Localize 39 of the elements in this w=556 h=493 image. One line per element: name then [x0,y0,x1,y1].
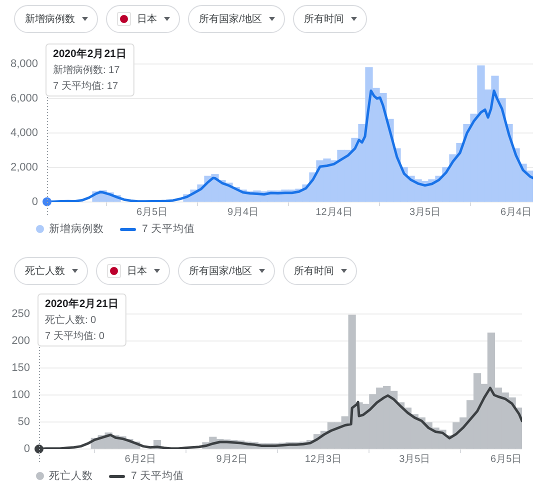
annotation: 新增病例数: 17 [53,64,120,76]
dropdown[interactable]: 死亡人数 [14,257,88,285]
y-tick-label: 150 [12,362,30,374]
y-tick-label: 100 [12,389,30,402]
x-tick-label: 12月3日 [304,454,342,465]
text: 2020年2月21日 [45,296,119,310]
dropdown[interactable]: 日本 [96,257,170,285]
dropdown[interactable]: 所有国家/地区 [188,5,285,33]
x-tick-label: 6月4日 [500,206,532,218]
x-tick-label: 6月5日 [136,206,168,218]
x-tick-label: 3月5日 [409,206,441,218]
annotation: 7 天平均值: 17 [53,80,118,92]
dropdown[interactable]: 所有时间 [282,257,357,285]
x-tick-label: 6月5日 [490,454,522,465]
annotation: 7 天平均值: 0 [45,330,105,342]
dropdown[interactable]: 所有时间 [292,5,367,33]
x-tick-label: 9月4日 [227,206,259,218]
y-tick-label: 6,000 [10,92,38,105]
legend-label: 新增病例数 [49,222,104,236]
y-tick-label: 50 [18,416,30,428]
x-tick-label: 9月2日 [216,454,248,465]
dropdown[interactable]: 新增病例数 [14,5,98,33]
y-tick-label: 2,000 [10,162,38,174]
y-tick-label: 0 [32,196,38,208]
y-tick-label: 8,000 [10,58,38,70]
y-tick-label: 4,000 [10,127,38,140]
x-tick-label: 6月2日 [124,454,156,465]
x-tick-label: 3月5日 [399,454,430,465]
dropdown[interactable]: 所有国家/地区 [178,257,275,285]
annotation: 死亡人数: 0 [45,314,97,326]
legend-label: 7 天平均值 [142,222,195,236]
dropdown[interactable]: 日本 [106,5,180,33]
legend-label: 7 天平均值 [131,469,184,483]
y-tick-label: 200 [12,335,30,348]
y-tick-label: 250 [12,308,30,320]
text: 2020年2月21日 [53,46,127,60]
legend-label: 死亡人数 [49,469,93,483]
x-tick-label: 12月4日 [316,206,352,218]
y-tick-label: 0 [24,443,30,456]
